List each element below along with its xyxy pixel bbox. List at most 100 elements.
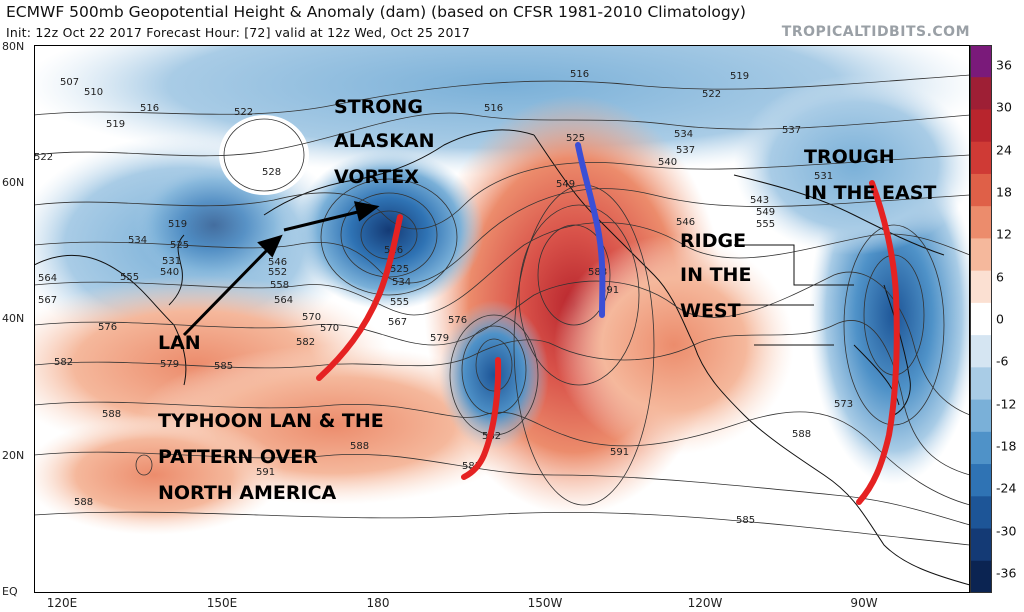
lon-label-150e: 150E — [206, 596, 238, 610]
lon-label-120w: 120W — [687, 596, 723, 610]
lat-label-40n: 40N — [2, 312, 25, 325]
contour-label: 591 — [610, 447, 629, 458]
arrow-line-1 — [182, 243, 274, 337]
colorbar-label: -12 — [996, 396, 1017, 412]
contour-label: 585 — [462, 461, 481, 472]
forecast-map: 507 510 516 519 522 522 528 519 525 531 … — [34, 45, 970, 593]
map-subtitle: Init: 12z Oct 22 2017 Forecast Hour: [72… — [6, 25, 470, 40]
contour-label: 534 — [128, 235, 147, 246]
contour-label: 546 — [676, 217, 695, 228]
contour-label: 570 — [320, 323, 339, 334]
contour-label: 507 — [60, 77, 79, 88]
contour-label: 519 — [168, 219, 187, 230]
coastlines — [34, 129, 970, 586]
contour-label: 555 — [756, 219, 775, 230]
annotation-ridge-3: WEST — [680, 300, 741, 322]
colorbar-swatch — [970, 399, 992, 433]
colorbar-swatch — [970, 206, 992, 239]
annotation-alaskan-vortex-2: ALASKAN — [334, 130, 435, 152]
colorbar-label: -24 — [996, 480, 1017, 496]
caption-line-1: TYPHOON LAN & THE — [158, 410, 384, 432]
colorbar-swatch — [970, 560, 992, 593]
contour-label: 558 — [270, 280, 289, 291]
contour-label: 567 — [388, 317, 407, 328]
contour-label: 573 — [834, 399, 853, 410]
brand-watermark: TROPICALTIDBITS.COM — [781, 24, 970, 40]
contour-label: 510 — [84, 87, 103, 98]
contour-label: 525 — [170, 240, 189, 251]
lon-label-150w: 150W — [527, 596, 563, 610]
contour-label: 588 — [350, 441, 369, 452]
lat-label-20n: 20N — [2, 449, 25, 462]
colorbar-swatch — [970, 109, 992, 143]
contour-label: 549 — [756, 207, 775, 218]
colorbar-swatch — [970, 431, 992, 465]
contour-label: 531 — [814, 171, 833, 182]
contour-label: 591 — [256, 467, 275, 478]
contour-label: 567 — [38, 295, 57, 306]
contour-label: 576 — [448, 315, 467, 326]
colorbar-label: 36 — [996, 57, 1012, 73]
colorbar-swatch — [970, 77, 992, 110]
contour-label: 588 — [102, 409, 121, 420]
contour-label: 582 — [54, 357, 73, 368]
contour-label: 525 — [390, 264, 409, 275]
caption-line-3: NORTH AMERICA — [158, 482, 337, 504]
contour-label: 546 — [268, 257, 287, 268]
contour-label: 591 — [600, 285, 619, 296]
contour-label: 576 — [98, 322, 117, 333]
colorbar-swatch — [970, 367, 992, 401]
contour-label: 537 — [676, 145, 695, 156]
contour-label: 522 — [702, 89, 721, 100]
contour-label: 522 — [234, 107, 253, 118]
contour-label: 555 — [120, 272, 139, 283]
colorbar-swatch — [970, 528, 992, 562]
lat-label-60n: 60N — [2, 176, 25, 189]
arrow-group — [182, 201, 380, 337]
lon-label-180: 180 — [366, 596, 390, 610]
colorbar-label: 24 — [996, 142, 1012, 158]
colorbar-swatch — [970, 464, 992, 497]
colorbar-swatch — [970, 496, 992, 530]
contour-label: 534 — [392, 277, 411, 288]
trough-axis-line-alaska — [316, 214, 403, 381]
caption-line-2: PATTERN OVER — [158, 446, 318, 468]
contour-label: 549 — [556, 179, 575, 190]
colorbar-swatch — [970, 302, 992, 336]
lon-label-120e: 120E — [46, 596, 78, 610]
contour-label: 516 — [484, 103, 503, 114]
colorbar-swatch — [970, 45, 992, 78]
colorbar-swatch — [970, 141, 992, 175]
contour-label: 588 — [792, 429, 811, 440]
annotation-ridge-1: RIDGE — [680, 230, 746, 252]
contour-label: 540 — [160, 267, 179, 278]
lat-label-80n: 80N — [2, 40, 25, 53]
height-contours — [34, 74, 970, 546]
contour-label: 552 — [268, 267, 287, 278]
contour-label: 522 — [34, 152, 53, 163]
colorbar-label: -36 — [996, 565, 1017, 581]
contour-label: 540 — [658, 157, 677, 168]
arrow-head-2 — [353, 201, 380, 222]
colorbar-label: -6 — [996, 353, 1009, 369]
colorbar-label: 30 — [996, 99, 1012, 115]
contour-label: 588 — [74, 497, 93, 508]
arrow-head-1 — [257, 234, 283, 258]
contour-label: 516 — [570, 69, 589, 80]
annotation-lan: LAN — [158, 332, 201, 354]
contour-label: 582 — [296, 337, 315, 348]
trough-axis-line-pacific — [461, 357, 502, 480]
colorbar-label: -18 — [996, 438, 1017, 454]
annotation-alaskan-vortex-1: STRONG — [334, 96, 423, 118]
contour-label: 531 — [162, 256, 181, 267]
arrow-line-2 — [283, 208, 367, 232]
contour-label: 570 — [302, 312, 321, 323]
colorbar-swatch — [970, 238, 992, 272]
colorbar-label: 18 — [996, 184, 1012, 200]
contour-label: 588 — [588, 267, 607, 278]
contour-label: 516 — [140, 103, 159, 114]
contour-label: 519 — [730, 71, 749, 82]
contour-label: 585 — [214, 361, 233, 372]
anomaly-colorbar — [970, 45, 992, 593]
contour-label: 579 — [430, 333, 449, 344]
